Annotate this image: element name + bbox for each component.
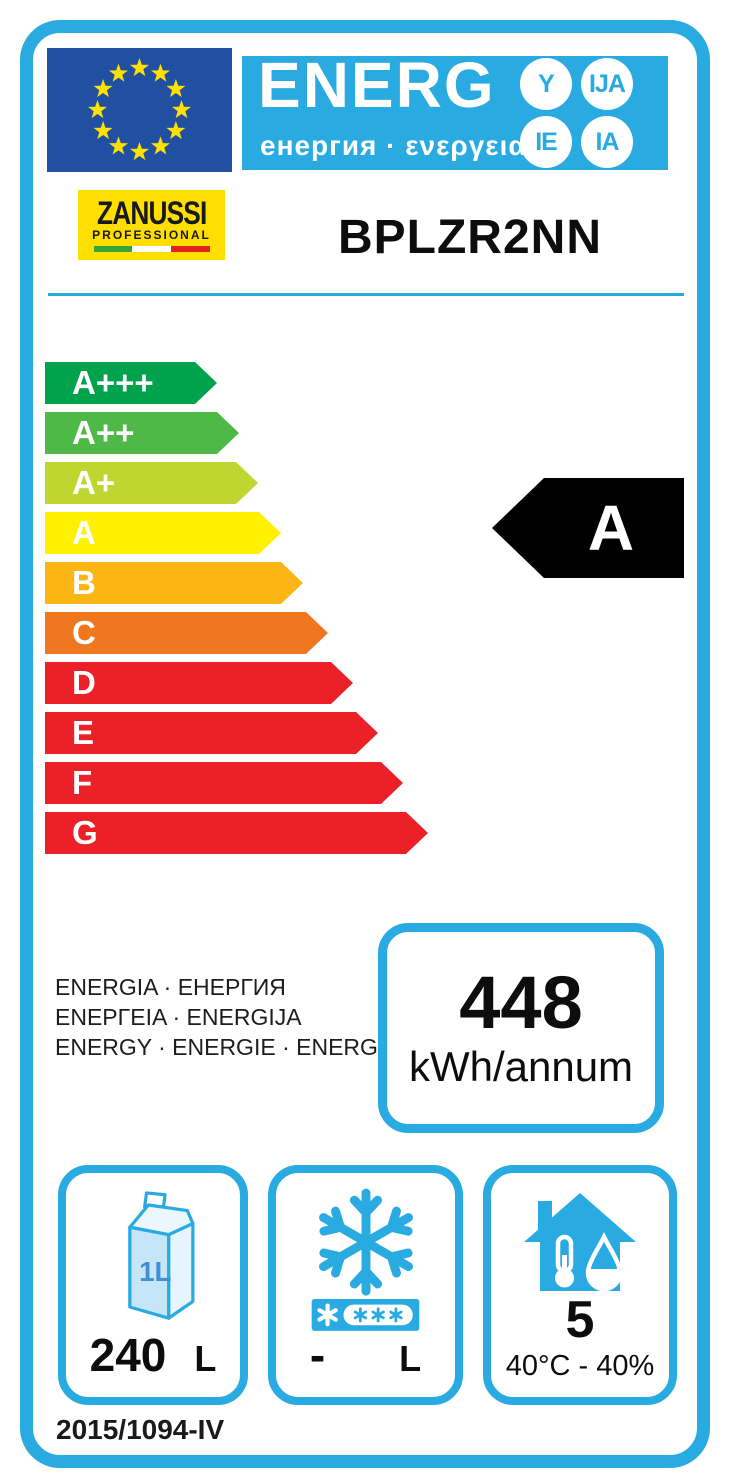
milk-carton-icon: 1L xyxy=(128,1191,195,1320)
rating-arrow-a: A xyxy=(45,512,281,554)
rating-arrow-label: A++ xyxy=(72,414,135,451)
label-border xyxy=(20,20,710,1468)
rating-arrow-e: E xyxy=(45,712,378,754)
energ-header-panel: ENERG енергия · ενεργεια Y IJA IE IA xyxy=(242,49,668,170)
energ-title: ENERG xyxy=(258,49,496,121)
model-number: BPLZR2NN xyxy=(337,211,602,264)
rating-arrow-b: B xyxy=(45,562,303,604)
rating-arrow-label: D xyxy=(72,664,96,701)
freezer-volume-unit: L xyxy=(399,1338,422,1379)
stripe-red xyxy=(170,246,210,252)
eu-flag-icon xyxy=(47,48,232,172)
climate-class-value: 5 xyxy=(565,1291,595,1349)
annual-consumption-box: 448 kWh/annum xyxy=(378,923,664,1133)
rating-arrow-c: C xyxy=(45,612,328,654)
consumption-value: 448 xyxy=(459,961,583,1044)
energ-suffix-circle-y: Y xyxy=(520,58,572,110)
brand-subname: PROFESSIONAL xyxy=(92,228,211,242)
header-divider xyxy=(48,293,684,296)
climate-class-box: 5 40°C - 40% xyxy=(483,1165,677,1405)
fridge-volume-value: 240 xyxy=(89,1329,167,1381)
rating-arrow-a++: A++ xyxy=(45,412,239,454)
rating-arrow-label: A xyxy=(72,514,96,551)
rating-arrow-label: F xyxy=(72,764,93,801)
zanussi-logo: ZANUSSI PROFESSIONAL xyxy=(78,190,225,260)
energy-words-line: ENERGIA · ЕНЕРГИЯ xyxy=(55,974,286,1000)
fridge-volume: 240 L xyxy=(90,1331,217,1383)
energ-suffix-circle-ija: IJA xyxy=(581,58,633,110)
rating-arrow-label: E xyxy=(72,714,95,751)
brand-name: ZANUSSI xyxy=(96,195,207,231)
energ-suffix-circle-ie: IE xyxy=(520,116,572,168)
rating-arrow-a+++: A+++ xyxy=(45,362,217,404)
climate-condition: 40°C - 40% xyxy=(505,1350,655,1382)
rating-arrow-label: B xyxy=(72,564,96,601)
rating-arrow-label: A+ xyxy=(72,464,116,501)
rating-arrow-label: A+++ xyxy=(72,364,154,401)
regulation-reference: 2015/1094-IV xyxy=(56,1414,225,1445)
rating-grade: A xyxy=(587,492,635,564)
energ-subtitle: енергия · ενεργεια xyxy=(260,130,527,161)
freezer-volume: - L xyxy=(310,1331,421,1383)
rating-arrow-label: C xyxy=(72,614,96,651)
snowflake-icon xyxy=(318,1188,413,1296)
rating-arrow-d: D xyxy=(45,662,353,704)
energy-words-line: ENERGY · ENERGIE · ENERGI xyxy=(55,1034,385,1060)
italian-flag-stripe xyxy=(93,246,210,252)
house-climate-icon xyxy=(524,1193,636,1292)
rating-arrow-label: G xyxy=(72,814,98,851)
freezer-volume-value: - xyxy=(309,1329,326,1381)
carton-volume-label: 1L xyxy=(139,1256,171,1287)
freezer-volume-box: - L xyxy=(268,1165,463,1405)
rating-arrow-a+: A+ xyxy=(45,462,258,504)
fridge-volume-unit: L xyxy=(194,1338,217,1379)
energy-words: ENERGIA · ЕНЕРГИЯ ENEPΓEIA · ENERGIJA EN… xyxy=(55,972,384,1062)
rating-arrow-g: G xyxy=(45,812,428,854)
consumption-unit: kWh/annum xyxy=(408,1043,634,1090)
rating-scale: A+++ A++ A+ A B C D E F G xyxy=(45,362,428,862)
energy-words-line: ENEPΓEIA · ENERGIJA xyxy=(55,1004,302,1030)
rating-arrow-f: F xyxy=(45,762,403,804)
freezer-star-rating-badge xyxy=(311,1299,420,1331)
energ-suffix-circle-ia: IA xyxy=(581,116,633,168)
stripe-green xyxy=(93,246,133,252)
fridge-volume-box: 1L 240 L xyxy=(58,1165,248,1405)
stripe-white xyxy=(132,246,171,252)
